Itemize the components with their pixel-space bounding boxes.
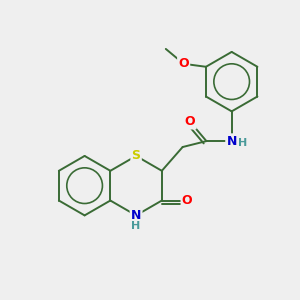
Text: H: H [131,221,141,231]
Text: H: H [238,139,248,148]
Text: O: O [182,194,192,207]
Text: N: N [226,135,237,148]
Text: O: O [178,57,189,70]
Text: S: S [132,149,141,162]
Text: N: N [131,209,141,222]
Text: O: O [185,115,195,128]
